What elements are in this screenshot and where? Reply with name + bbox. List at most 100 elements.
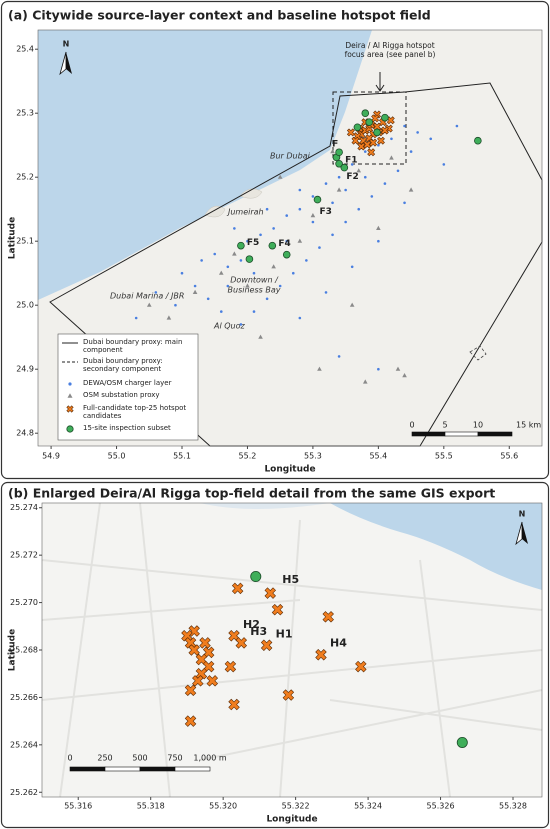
point-label: H5	[282, 573, 299, 586]
scale-bar-segment	[444, 431, 479, 437]
legend-swatch	[66, 425, 74, 433]
legend-label-box: Full-candidate top-25 hotspot candidates	[83, 404, 186, 420]
charger-point	[226, 265, 230, 269]
substation-point	[389, 155, 394, 160]
hotspot-candidate	[199, 637, 211, 649]
charger-point	[344, 220, 347, 224]
x-tick-label: 55.6	[500, 452, 518, 461]
inspection-site	[282, 250, 291, 259]
legend-label-box: Dubai boundary proxy: secondary componen…	[83, 357, 163, 373]
charger-point	[350, 163, 354, 166]
scale-bar-label: 250	[97, 754, 112, 763]
hotspot-candidate	[260, 639, 273, 651]
substation-point	[245, 283, 250, 288]
charger-point	[252, 310, 256, 313]
hotspot-candidate	[264, 587, 276, 599]
boundary-secondary	[469, 345, 487, 361]
charger-point	[429, 137, 433, 141]
hotspot-candidate	[363, 140, 372, 149]
hotspot-candidate	[351, 136, 360, 145]
charger-point	[239, 323, 243, 326]
inspection-site	[245, 255, 254, 263]
y-tick-label: 25.268	[10, 646, 38, 655]
charger-point	[226, 284, 230, 288]
hotspot-candidate	[355, 660, 367, 673]
substation-point	[402, 373, 407, 378]
charger-point	[252, 271, 256, 275]
y-axis-label: Latitude	[8, 629, 18, 671]
point-label: F	[332, 140, 338, 150]
scale-bar-label: 750	[167, 754, 182, 763]
hotspot-candidate	[206, 675, 219, 687]
point-label: H4	[330, 637, 347, 650]
y-tick-label: 25.2	[16, 173, 34, 182]
hotspot-candidate	[224, 660, 237, 673]
charger-point	[298, 207, 302, 211]
charger-point	[363, 150, 367, 153]
panel-title: (a) Citywide source-layer context and ba…	[8, 8, 431, 23]
substation-point	[362, 379, 368, 384]
inspection-site	[365, 118, 374, 126]
charger-point	[390, 137, 393, 141]
place-label: Al Quoz	[213, 322, 246, 331]
charger-point	[305, 259, 308, 262]
hotspot-candidate	[322, 611, 334, 623]
y-tick-label: 25.264	[10, 740, 38, 749]
hotspot-candidate	[184, 684, 197, 697]
x-axis-label: Longitude	[264, 465, 315, 475]
north-arrow-half	[515, 521, 523, 546]
hotspot-candidate	[380, 126, 389, 135]
panel-title: (b) Enlarged Deira/Al Rigga top-field de…	[8, 486, 495, 501]
hotspot-candidate	[386, 116, 395, 125]
legend-label-box: Dubai boundary proxy: main component	[83, 338, 183, 354]
hotspot-candidate	[192, 675, 204, 687]
legend-label: Dubai boundary proxy: main component	[83, 338, 183, 354]
charger-point	[233, 227, 236, 230]
y-tick-label: 24.9	[16, 365, 34, 374]
point-label: H1	[276, 627, 293, 640]
substation-point	[376, 225, 381, 230]
charger-point	[324, 182, 328, 185]
water	[330, 503, 542, 590]
hotspot-candidate	[184, 715, 197, 727]
focus-box	[332, 91, 407, 165]
charger-point	[259, 233, 262, 237]
hotspot-candidate	[315, 649, 327, 661]
north-label: N	[519, 510, 526, 519]
charger-point	[265, 297, 269, 301]
x-tick-label: 55.324	[354, 802, 382, 811]
scale-bar-segment	[104, 766, 141, 772]
scale-bar-segment	[411, 431, 446, 437]
hotspot-candidate	[184, 637, 197, 649]
y-tick-label: 24.8	[16, 429, 34, 438]
north-label: N	[63, 40, 70, 49]
substation-point	[310, 213, 316, 218]
substation-point	[356, 168, 362, 173]
substation-point	[258, 334, 263, 339]
legend-label-box: OSM substation proxy	[83, 391, 160, 399]
hotspot-candidate	[367, 148, 376, 157]
charger-point	[403, 124, 406, 128]
substation-point	[297, 238, 303, 243]
legend-label: 15-site inspection subset	[83, 424, 171, 432]
charger-point	[377, 239, 380, 243]
x-tick-label: 55.1	[173, 452, 191, 461]
hotspot-candidate	[377, 136, 385, 145]
inspection-site	[335, 148, 343, 157]
substation-point	[232, 251, 237, 256]
substation-point	[395, 366, 401, 371]
charger-point	[311, 195, 315, 198]
charger-point	[370, 195, 374, 198]
substation-point	[271, 264, 276, 269]
substation-point	[218, 270, 224, 275]
legend-label: OSM substation proxy	[83, 391, 160, 399]
y-tick-label: 25.0	[16, 301, 34, 310]
legend-swatch	[67, 393, 73, 398]
inspection-site	[353, 123, 362, 132]
hotspot-candidate	[282, 689, 295, 701]
charger-point	[409, 150, 413, 153]
charger-point	[291, 271, 295, 275]
inspection-site	[456, 736, 468, 748]
inspection-site	[250, 571, 262, 583]
charger-point	[455, 124, 459, 128]
